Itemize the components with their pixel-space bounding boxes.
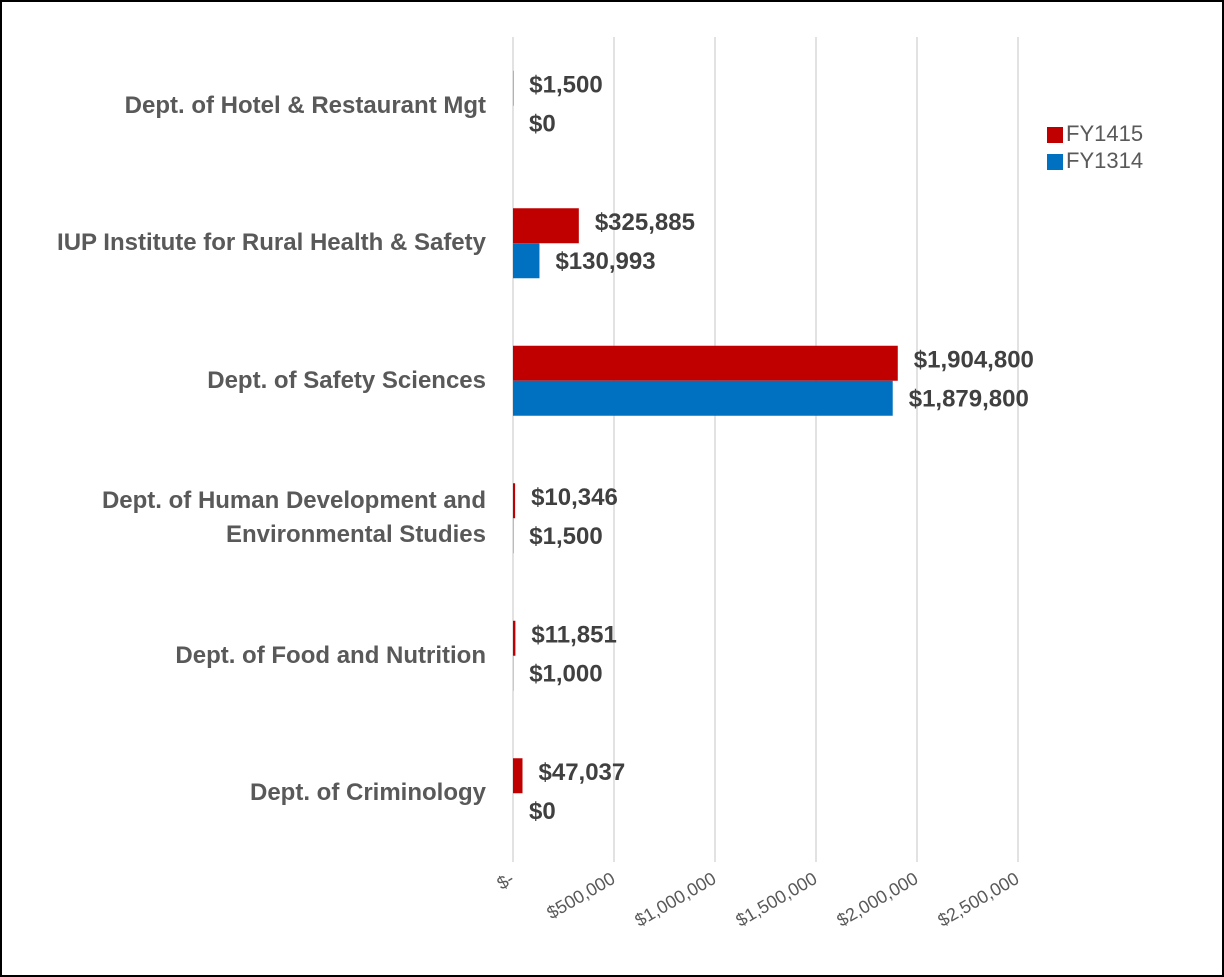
value-label: $1,500 [529,72,602,99]
bar [513,208,579,244]
value-label: $1,500 [529,523,602,550]
value-label: $10,346 [531,484,618,511]
bar [513,380,893,416]
x-tick-label: $1,500,000 [732,868,820,930]
x-tick-label: $2,000,000 [833,868,921,930]
category-label: Dept. of Hotel & Restaurant Mgt [124,91,486,119]
legend-label: FY1415 [1066,121,1143,146]
category-label: IUP Institute for Rural Health & Safety [57,229,486,257]
value-label: $1,000 [529,661,602,688]
x-tick-label: $2,500,000 [934,868,1022,930]
category-label: Dept. of Food and Nutrition [175,641,486,669]
bar [513,243,540,279]
value-label: $325,885 [595,209,695,236]
category-label: Dept. of Criminology [250,779,486,807]
legend-label: FY1314 [1066,148,1143,173]
legend-swatch [1047,127,1063,143]
x-tick-label: $1,000,000 [631,868,719,930]
x-tick-label: $- [494,868,518,893]
value-label: $47,037 [539,759,626,786]
bar [513,758,523,794]
value-label: $1,879,800 [909,386,1029,413]
value-label: $1,904,800 [914,347,1034,374]
x-tick-label: $500,000 [543,868,618,923]
bar [513,483,516,519]
legend-swatch [1047,154,1063,170]
value-label: $11,851 [531,622,616,649]
category-label: Dept. of Safety Sciences [207,366,486,394]
value-label: $0 [529,798,556,825]
bar [513,620,516,656]
value-label: $130,993 [555,248,655,275]
category-label: Dept. of Human Development and Environme… [101,487,486,549]
bar [513,345,898,381]
value-label: $0 [529,111,556,138]
